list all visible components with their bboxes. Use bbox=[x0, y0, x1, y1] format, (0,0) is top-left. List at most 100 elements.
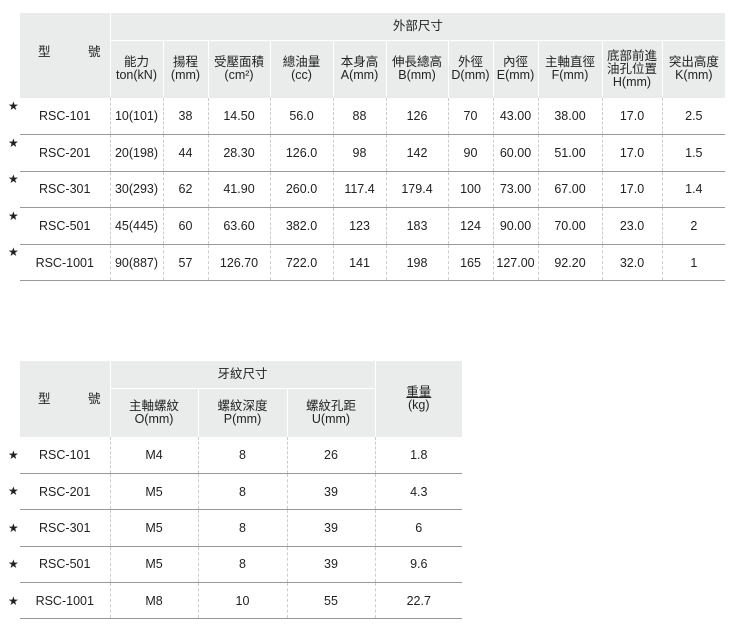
column-header: 內徑 E(mm) bbox=[492, 39, 538, 98]
value-cell: 39 bbox=[286, 509, 376, 547]
column-header: 總油量 (cc) bbox=[269, 39, 333, 98]
value-cell: 43.00 bbox=[492, 98, 538, 136]
column-header: 主軸螺紋 O(mm) bbox=[109, 387, 198, 437]
value-cell: 8 bbox=[197, 509, 287, 547]
value-cell: 70 bbox=[447, 98, 493, 136]
value-cell: 39 bbox=[286, 473, 376, 511]
value-cell: M8 bbox=[109, 582, 198, 620]
column-header: 底部前進 油孔位置 H(mm) bbox=[601, 39, 662, 98]
value-cell: 4.3 bbox=[374, 473, 463, 511]
value-cell: 260.0 bbox=[269, 171, 333, 209]
column-header: 外徑 D(mm) bbox=[447, 39, 493, 98]
column-header-line: (cc) bbox=[291, 68, 312, 83]
weight-header-line: (kg) bbox=[408, 398, 430, 412]
value-cell: 1.8 bbox=[374, 437, 463, 474]
column-header-line: 外徑 bbox=[457, 55, 483, 70]
value-cell: 90 bbox=[447, 134, 493, 172]
value-cell: 179.4 bbox=[385, 171, 448, 209]
value-cell: M5 bbox=[109, 509, 198, 547]
column-header-line: 螺紋深度 bbox=[217, 398, 268, 413]
column-header-line: 螺紋孔距 bbox=[306, 398, 357, 413]
model-cell: RSC-301 bbox=[20, 509, 110, 547]
value-cell: 2 bbox=[661, 207, 726, 245]
value-cell: 32.0 bbox=[601, 244, 662, 282]
value-cell: 57 bbox=[162, 244, 208, 282]
value-cell: 126.0 bbox=[269, 134, 333, 172]
value-cell: 10(101) bbox=[109, 98, 163, 136]
column-header-line: 突出高度 bbox=[668, 55, 719, 70]
value-cell: 98 bbox=[332, 134, 386, 172]
value-cell: 117.4 bbox=[332, 171, 386, 209]
table-row: RSC-301 30(293) 62 41.90 260.0 117.4 179.4 100 7… bbox=[20, 171, 726, 209]
column-header: 主軸直徑 F(mm) bbox=[537, 39, 602, 98]
column-header-line: A(mm) bbox=[340, 68, 379, 83]
table-row: RSC-501 M5 8 39 9.6 bbox=[20, 546, 463, 584]
column-header-line: 揚程 bbox=[172, 55, 198, 70]
value-cell: 41.90 bbox=[207, 171, 270, 209]
value-cell: 14.50 bbox=[207, 98, 270, 136]
value-cell: 10 bbox=[197, 582, 287, 620]
star-icon: ★ bbox=[8, 593, 19, 608]
column-header-line: B(mm) bbox=[398, 68, 436, 83]
value-cell: 63.60 bbox=[207, 207, 270, 245]
table-row: RSC-101 10(101) 38 14.50 56.0 88 126 70 43.00 38.… bbox=[20, 98, 726, 136]
value-cell: 92.20 bbox=[537, 244, 602, 282]
value-cell: 51.00 bbox=[537, 134, 602, 172]
value-cell: 9.6 bbox=[374, 546, 463, 584]
value-cell: 73.00 bbox=[492, 171, 538, 209]
star-icon: ★ bbox=[8, 208, 19, 223]
column-header-line: 伸長總高 bbox=[391, 55, 442, 70]
model-cell: RSC-201 bbox=[20, 473, 110, 511]
value-cell: 8 bbox=[197, 437, 287, 474]
weight-header: 重量 (kg) bbox=[374, 361, 463, 437]
value-cell: 38 bbox=[162, 98, 208, 136]
value-cell: 165 bbox=[447, 244, 493, 282]
star-icon: ★ bbox=[8, 557, 19, 572]
column-header-line: O(mm) bbox=[134, 411, 174, 426]
value-cell: 17.0 bbox=[601, 171, 662, 209]
column-header-line: F(mm) bbox=[551, 68, 589, 83]
column-header: 螺紋孔距 U(mm) bbox=[286, 387, 376, 437]
value-cell: 38.00 bbox=[537, 98, 602, 136]
star-icon: ★ bbox=[8, 172, 19, 187]
model-cell: RSC-501 bbox=[20, 207, 110, 245]
column-header: 揚程 (mm) bbox=[162, 39, 208, 98]
table-row: RSC-201 M5 8 39 4.3 bbox=[20, 473, 463, 511]
value-cell: 8 bbox=[197, 546, 287, 584]
value-cell: 26 bbox=[286, 437, 376, 474]
column-header-line: ton(kN) bbox=[116, 68, 157, 83]
column-header-line: 底部前進 bbox=[606, 48, 657, 63]
value-cell: 382.0 bbox=[269, 207, 333, 245]
value-cell: 142 bbox=[385, 134, 448, 172]
value-cell: 126 bbox=[385, 98, 448, 136]
table-row: RSC-101 M4 8 26 1.8 bbox=[20, 437, 463, 474]
column-header: 能力 ton(kN) bbox=[109, 39, 163, 98]
star-icon: ★ bbox=[8, 448, 19, 462]
column-header-line: 內徑 bbox=[502, 55, 528, 70]
column-header-line: 主軸直徑 bbox=[544, 55, 595, 70]
value-cell: 127.00 bbox=[492, 244, 538, 282]
value-cell: M5 bbox=[109, 473, 198, 511]
model-cell: RSC-501 bbox=[20, 546, 110, 584]
table-row: RSC-301 M5 8 39 6 bbox=[20, 509, 463, 547]
value-cell: 17.0 bbox=[601, 98, 662, 136]
column-header-line: K(mm) bbox=[675, 68, 713, 83]
value-cell: 39 bbox=[286, 546, 376, 584]
model-header: 型 號 bbox=[20, 13, 110, 98]
value-cell: 123 bbox=[332, 207, 386, 245]
column-header-line: E(mm) bbox=[496, 68, 535, 83]
value-cell: 60.00 bbox=[492, 134, 538, 172]
model-cell: RSC-201 bbox=[20, 134, 110, 172]
column-header-line: U(mm) bbox=[311, 411, 351, 426]
value-cell: 22.7 bbox=[374, 582, 463, 620]
table-row: RSC-1001 90(887) 57 126.70 722.0 141 198 165 127… bbox=[20, 244, 726, 282]
column-header: 螺紋深度 P(mm) bbox=[197, 387, 287, 437]
column-header-line: (cm²) bbox=[224, 68, 254, 83]
table-row: RSC-201 20(198) 44 28.30 126.0 98 142 90 60.00 51… bbox=[20, 134, 726, 172]
value-cell: 17.0 bbox=[601, 134, 662, 172]
group-header: 外部尺寸 bbox=[109, 13, 726, 40]
model-cell: RSC-101 bbox=[20, 437, 110, 474]
column-header-line: P(mm) bbox=[223, 411, 262, 426]
model-cell: RSC-1001 bbox=[20, 582, 110, 620]
value-cell: 30(293) bbox=[109, 171, 163, 209]
